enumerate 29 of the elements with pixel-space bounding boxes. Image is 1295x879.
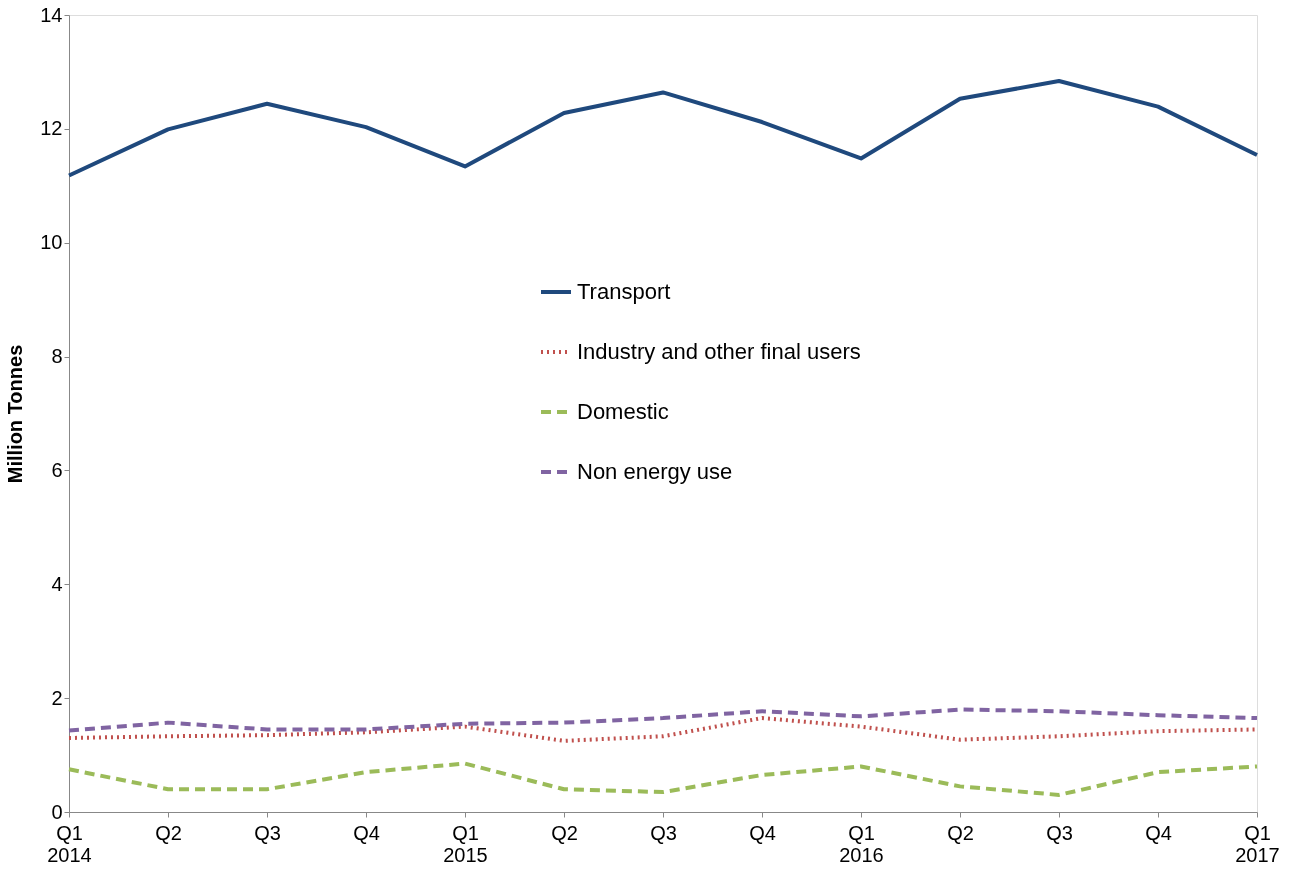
- y-tick-label: 4: [51, 572, 63, 595]
- line-series: [67, 707, 1259, 733]
- y-tick-label: 12: [40, 117, 63, 140]
- legend-label: Non energy use: [577, 459, 733, 484]
- x-tick-label: Q4: [1145, 821, 1172, 844]
- x-tick-label: Q4: [749, 821, 776, 844]
- y-tick-label: 8: [51, 345, 63, 368]
- legend-label: Transport: [577, 279, 671, 304]
- x-tick-label: Q1 2016: [839, 821, 884, 866]
- x-tick-label: Q1 2015: [443, 821, 488, 866]
- line-series: [67, 761, 1259, 797]
- legend-label: Domestic: [577, 399, 669, 424]
- x-tick-label: Q1 2017: [1235, 821, 1280, 866]
- line-series: [67, 79, 1259, 178]
- y-tick-label: 10: [40, 231, 63, 254]
- y-tick-label: 6: [51, 458, 63, 481]
- y-tick-label: 2: [51, 686, 63, 709]
- x-tick-label: Q2: [947, 821, 974, 844]
- x-tick-label: Q3: [1046, 821, 1073, 844]
- x-tick-label: Q3: [254, 821, 281, 844]
- y-axis-title: Million Tonnes: [4, 344, 27, 484]
- y-tick-label: 0: [51, 800, 63, 823]
- x-tick-label: Q3: [650, 821, 677, 844]
- legend-label: Industry and other final users: [577, 339, 861, 364]
- x-tick-label: Q2: [155, 821, 182, 844]
- x-tick-label: Q1 2014: [47, 821, 92, 866]
- x-tick-label: Q4: [353, 821, 380, 844]
- x-tick-label: Q2: [551, 821, 578, 844]
- y-tick-label: 14: [40, 3, 63, 26]
